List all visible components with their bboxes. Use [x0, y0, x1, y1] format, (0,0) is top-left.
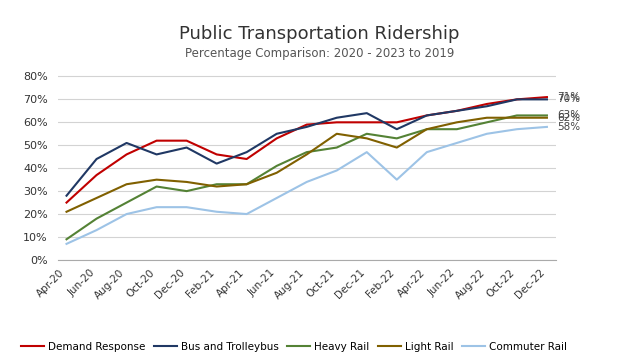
Heavy Rail — [333, 145, 341, 150]
Text: Public Transportation Ridership: Public Transportation Ridership — [180, 25, 459, 43]
Light Rail — [93, 196, 100, 200]
Text: 71%: 71% — [557, 92, 581, 102]
Bus and Trolleybus — [273, 132, 281, 136]
Bus and Trolleybus — [543, 97, 551, 101]
Commuter Rail — [543, 125, 551, 129]
Bus and Trolleybus — [243, 150, 250, 154]
Commuter Rail — [453, 141, 461, 145]
Heavy Rail — [273, 164, 281, 168]
Demand Response — [513, 97, 521, 101]
Commuter Rail — [483, 132, 491, 136]
Demand Response — [303, 122, 311, 127]
Demand Response — [423, 113, 431, 118]
Text: 58%: 58% — [557, 122, 581, 132]
Heavy Rail — [213, 182, 220, 186]
Commuter Rail — [393, 178, 401, 182]
Light Rail — [303, 152, 311, 157]
Commuter Rail — [63, 242, 70, 246]
Light Rail — [363, 136, 371, 140]
Light Rail — [243, 182, 250, 186]
Heavy Rail — [303, 150, 311, 154]
Light Rail — [123, 182, 130, 186]
Light Rail — [213, 184, 220, 189]
Demand Response — [123, 152, 130, 157]
Heavy Rail — [63, 237, 70, 242]
Demand Response — [213, 152, 220, 157]
Light Rail — [153, 178, 160, 182]
Light Rail — [183, 180, 190, 184]
Bus and Trolleybus — [303, 125, 311, 129]
Bus and Trolleybus — [363, 111, 371, 115]
Demand Response — [183, 139, 190, 143]
Demand Response — [93, 173, 100, 177]
Demand Response — [453, 109, 461, 113]
Bus and Trolleybus — [93, 157, 100, 161]
Commuter Rail — [423, 150, 431, 154]
Heavy Rail — [363, 132, 371, 136]
Bus and Trolleybus — [333, 116, 341, 120]
Commuter Rail — [333, 168, 341, 173]
Light Rail — [513, 116, 521, 120]
Bus and Trolleybus — [393, 127, 401, 131]
Bus and Trolleybus — [63, 193, 70, 198]
Heavy Rail — [513, 113, 521, 118]
Bus and Trolleybus — [483, 104, 491, 108]
Text: 62%: 62% — [557, 113, 581, 123]
Heavy Rail — [483, 120, 491, 125]
Heavy Rail — [93, 217, 100, 221]
Line: Heavy Rail: Heavy Rail — [66, 116, 547, 239]
Commuter Rail — [213, 210, 220, 214]
Bus and Trolleybus — [513, 97, 521, 101]
Heavy Rail — [183, 189, 190, 193]
Demand Response — [543, 95, 551, 99]
Line: Commuter Rail: Commuter Rail — [66, 127, 547, 244]
Heavy Rail — [453, 127, 461, 131]
Heavy Rail — [543, 113, 551, 118]
Legend: Demand Response, Bus and Trolleybus, Heavy Rail, Light Rail, Commuter Rail: Demand Response, Bus and Trolleybus, Hea… — [17, 338, 571, 356]
Text: 70%: 70% — [557, 94, 580, 104]
Demand Response — [333, 120, 341, 125]
Heavy Rail — [243, 182, 250, 186]
Heavy Rail — [153, 184, 160, 189]
Light Rail — [333, 132, 341, 136]
Light Rail — [543, 116, 551, 120]
Light Rail — [483, 116, 491, 120]
Demand Response — [243, 157, 250, 161]
Bus and Trolleybus — [423, 113, 431, 118]
Commuter Rail — [243, 212, 250, 216]
Commuter Rail — [183, 205, 190, 209]
Line: Light Rail: Light Rail — [66, 118, 547, 212]
Heavy Rail — [423, 127, 431, 131]
Light Rail — [423, 127, 431, 131]
Demand Response — [363, 120, 371, 125]
Text: 63%: 63% — [557, 110, 581, 121]
Commuter Rail — [513, 127, 521, 131]
Light Rail — [453, 120, 461, 125]
Demand Response — [273, 136, 281, 140]
Heavy Rail — [123, 200, 130, 205]
Commuter Rail — [123, 212, 130, 216]
Light Rail — [393, 145, 401, 150]
Commuter Rail — [303, 180, 311, 184]
Demand Response — [63, 200, 70, 205]
Heavy Rail — [393, 136, 401, 140]
Commuter Rail — [273, 196, 281, 200]
Bus and Trolleybus — [123, 141, 130, 145]
Bus and Trolleybus — [153, 152, 160, 157]
Bus and Trolleybus — [213, 161, 220, 166]
Demand Response — [483, 102, 491, 106]
Line: Demand Response: Demand Response — [66, 97, 547, 203]
Light Rail — [63, 210, 70, 214]
Commuter Rail — [153, 205, 160, 209]
Commuter Rail — [93, 228, 100, 232]
Demand Response — [153, 139, 160, 143]
Bus and Trolleybus — [183, 145, 190, 150]
Demand Response — [393, 120, 401, 125]
Text: Percentage Comparison: 2020 - 2023 to 2019: Percentage Comparison: 2020 - 2023 to 20… — [185, 47, 454, 60]
Light Rail — [273, 171, 281, 175]
Line: Bus and Trolleybus: Bus and Trolleybus — [66, 99, 547, 196]
Bus and Trolleybus — [453, 109, 461, 113]
Commuter Rail — [363, 150, 371, 154]
